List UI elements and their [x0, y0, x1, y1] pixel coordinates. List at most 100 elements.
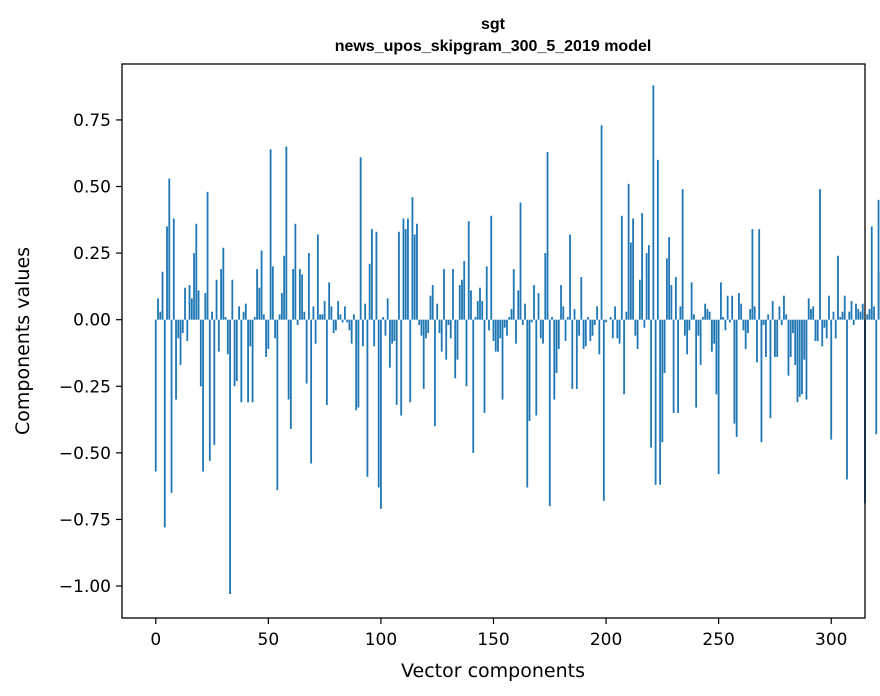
bar: [859, 311, 862, 320]
bar: [226, 319, 229, 355]
bar: [413, 234, 416, 320]
bar: [371, 229, 373, 320]
bar: [677, 319, 680, 413]
bar: [407, 218, 409, 320]
bar: [652, 85, 655, 320]
bar: [213, 319, 216, 445]
bar: [373, 319, 376, 347]
bar: [177, 319, 180, 339]
bar: [181, 319, 184, 334]
bar: [515, 319, 517, 344]
bar: [593, 319, 596, 326]
bar: [296, 319, 299, 326]
bar: [294, 223, 297, 320]
bar: [780, 319, 783, 326]
bar: [344, 306, 346, 320]
bar: [602, 319, 605, 501]
bar: [533, 285, 535, 320]
bar: [220, 269, 222, 320]
bar: [814, 319, 817, 341]
bar: [404, 229, 407, 320]
bar: [679, 306, 682, 320]
bar: [729, 319, 731, 323]
bar: [744, 319, 747, 349]
x-tick-label: 100: [365, 630, 397, 650]
bar: [190, 298, 193, 320]
bar: [341, 319, 344, 323]
bar: [224, 317, 227, 320]
bar: [301, 274, 304, 320]
bar: [229, 319, 231, 595]
bar: [161, 271, 164, 320]
y-tick-label: 0.50: [73, 178, 111, 198]
bar: [476, 301, 479, 320]
bar: [163, 319, 166, 528]
bar: [166, 226, 168, 320]
bar: [663, 319, 666, 373]
bar: [535, 319, 538, 416]
bar: [807, 298, 810, 320]
bar: [819, 189, 821, 320]
bar: [217, 319, 220, 352]
bar: [830, 319, 833, 440]
bar: [303, 311, 306, 320]
bar: [470, 290, 472, 320]
bar: [571, 319, 574, 389]
bar: [769, 319, 772, 419]
bar: [289, 319, 292, 429]
bar: [724, 319, 727, 331]
bar: [846, 319, 848, 480]
bar: [683, 319, 686, 336]
bar: [875, 319, 878, 435]
bar: [841, 311, 844, 320]
bar: [560, 285, 562, 320]
bar: [589, 319, 592, 341]
bar: [400, 319, 403, 416]
bar: [803, 319, 806, 360]
bar: [325, 319, 328, 405]
bar: [587, 317, 589, 320]
bar: [596, 306, 598, 320]
y-tick-label: 0.75: [73, 111, 111, 131]
bar: [465, 319, 468, 387]
bar: [699, 319, 702, 365]
bar: [609, 317, 612, 320]
bar: [359, 157, 362, 320]
bar: [665, 258, 668, 320]
bar: [431, 285, 434, 320]
bar: [463, 261, 466, 320]
bar: [292, 269, 295, 320]
bar: [479, 287, 481, 320]
bar: [861, 303, 864, 320]
bar: [422, 319, 425, 389]
bar: [193, 253, 195, 320]
bar: [429, 295, 432, 320]
bar: [519, 202, 522, 320]
bar: [348, 319, 351, 331]
bar: [508, 317, 511, 320]
bar: [837, 255, 839, 320]
bar: [715, 319, 718, 395]
bar: [449, 319, 452, 339]
bar: [733, 319, 736, 424]
x-tick-label: 150: [477, 630, 509, 650]
bar: [776, 319, 779, 357]
bar: [256, 269, 258, 320]
bar: [548, 319, 551, 507]
bar: [445, 319, 448, 360]
bar: [656, 159, 659, 320]
bar: [643, 319, 646, 328]
bar: [494, 319, 497, 352]
bar: [573, 309, 576, 320]
bar: [528, 319, 531, 421]
bar: [402, 218, 405, 320]
bar: [848, 311, 851, 320]
bar: [202, 319, 204, 472]
bar: [238, 306, 240, 320]
bar: [497, 319, 499, 352]
bar: [787, 319, 790, 376]
bar: [501, 319, 504, 400]
bar: [425, 319, 427, 339]
bar: [179, 319, 182, 365]
